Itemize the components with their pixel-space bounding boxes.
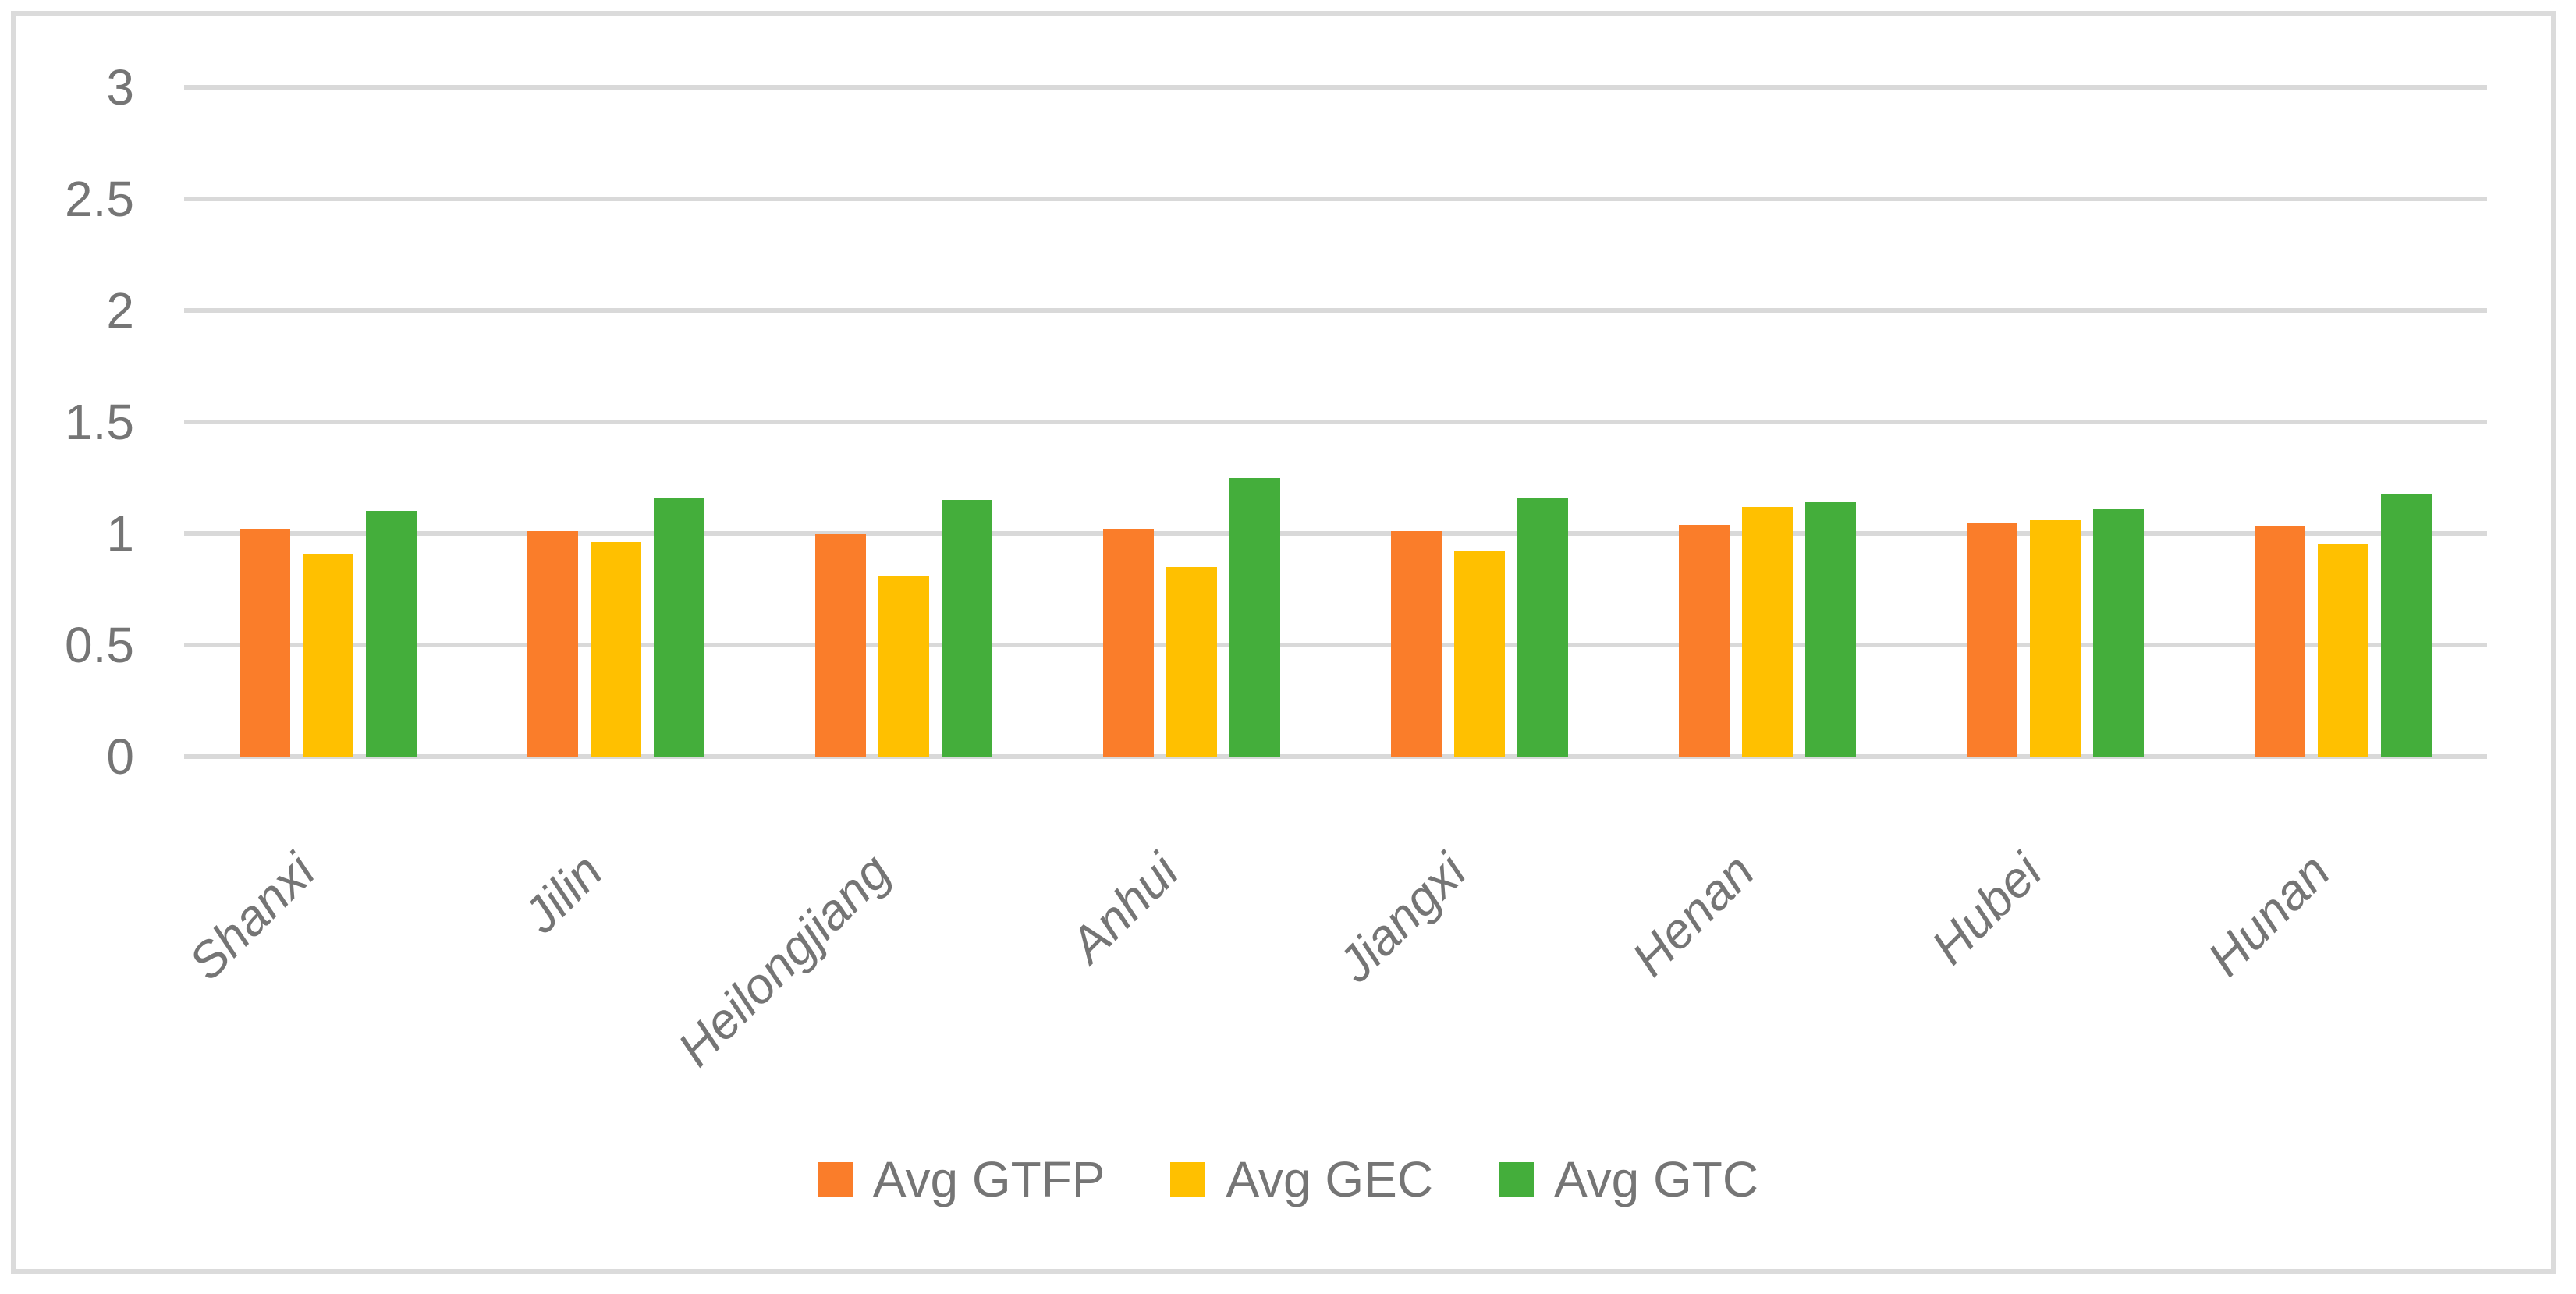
y-tick-label-1.5: 1.5 — [65, 394, 134, 450]
bar-avg-gtfp-heilongjiang — [815, 534, 866, 757]
bar-avg-gtc-heilongjiang — [942, 500, 992, 757]
bar-group-heilongjiang — [760, 87, 1048, 757]
bar-group-jiangxi — [1336, 87, 1623, 757]
bar-avg-gtc-hubei — [2093, 509, 2144, 757]
bar-avg-gtc-henan — [1805, 502, 1856, 757]
bar-avg-gtfp-hubei — [1967, 522, 2017, 757]
bar-avg-gtc-hunan — [2381, 493, 2432, 757]
y-tick-label-1: 1 — [106, 505, 134, 562]
gridline-y-0.5 — [184, 643, 2487, 647]
gridline-y-1.5 — [184, 420, 2487, 424]
gridline-y-3 — [184, 85, 2487, 90]
bar-group-hubei — [1911, 87, 2199, 757]
bar-group-anhui — [1048, 87, 1336, 757]
bar-group-shanxi — [184, 87, 472, 757]
plot-area — [184, 85, 2487, 759]
legend-item-avg-gtfp: Avg GTFP — [817, 1151, 1105, 1207]
bar-avg-gtfp-jilin — [527, 531, 578, 757]
y-tick-label-2.5: 2.5 — [65, 171, 134, 227]
bar-groups — [184, 87, 2487, 757]
bar-group-hunan — [2199, 87, 2487, 757]
legend-label: Avg GTC — [1554, 1151, 1759, 1207]
y-tick-label-2: 2 — [106, 282, 134, 339]
bar-avg-gtfp-henan — [1679, 524, 1730, 757]
bar-avg-gtfp-hunan — [2255, 526, 2305, 757]
bar-avg-gtc-jiangxi — [1517, 498, 1568, 757]
gridline-y-0 — [184, 754, 2487, 759]
chart-frame — [11, 11, 2556, 1274]
bar-avg-gec-heilongjiang — [878, 576, 929, 757]
gridline-y-2 — [184, 308, 2487, 313]
bar-avg-gtc-jilin — [654, 498, 704, 757]
bar-avg-gec-hunan — [2318, 544, 2368, 757]
legend-label: Avg GTFP — [872, 1151, 1105, 1207]
y-axis-tick-labels: 3 2.5 2 1.5 1 0.5 0 — [0, 0, 184, 1294]
bar-group-jilin — [472, 87, 760, 757]
bar-avg-gec-hubei — [2030, 519, 2081, 757]
bar-group-henan — [1623, 87, 1911, 757]
bar-avg-gec-shanxi — [303, 553, 353, 757]
gridline-y-2.5 — [184, 197, 2487, 201]
bar-avg-gec-jiangxi — [1454, 551, 1505, 757]
legend-label: Avg GEC — [1226, 1151, 1434, 1207]
legend-item-avg-gec: Avg GEC — [1170, 1151, 1433, 1207]
y-tick-label-3: 3 — [106, 59, 134, 115]
y-tick-label-0: 0 — [106, 729, 134, 785]
legend-swatch-icon — [1499, 1161, 1535, 1197]
bar-avg-gec-anhui — [1166, 566, 1217, 757]
bar-avg-gec-jilin — [591, 542, 641, 757]
bar-avg-gtfp-jiangxi — [1391, 531, 1442, 757]
y-tick-label-0.5: 0.5 — [65, 617, 134, 673]
gridline-y-1 — [184, 531, 2487, 536]
bar-avg-gtc-shanxi — [366, 511, 417, 757]
bar-avg-gtc-anhui — [1229, 477, 1280, 757]
bar-avg-gtfp-shanxi — [240, 529, 290, 757]
bar-avg-gtfp-anhui — [1103, 529, 1154, 757]
legend-swatch-icon — [1170, 1161, 1206, 1197]
legend: Avg GTFP Avg GEC Avg GTC — [0, 1140, 2576, 1218]
legend-swatch-icon — [817, 1161, 853, 1197]
legend-item-avg-gtc: Avg GTC — [1499, 1151, 1758, 1207]
bar-avg-gec-henan — [1742, 506, 1793, 757]
